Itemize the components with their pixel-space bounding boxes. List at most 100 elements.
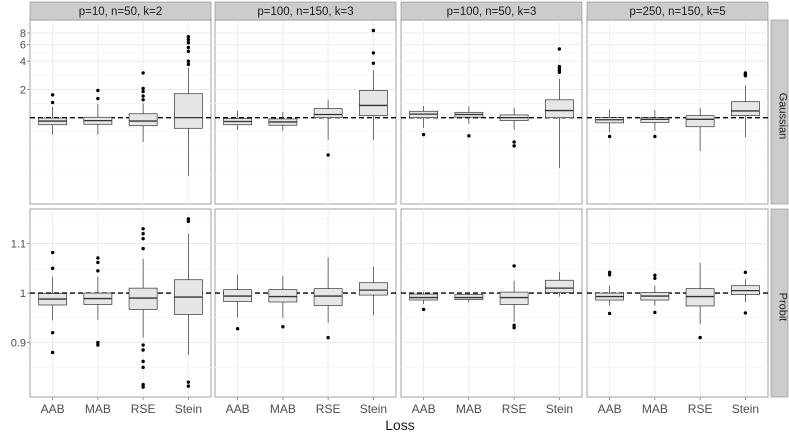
- outlier-point-mab: [653, 310, 657, 315]
- outlier-point-aab: [50, 100, 55, 105]
- outlier-point-aab: [50, 350, 55, 355]
- outlier-point-stein: [186, 380, 191, 384]
- y-tick-label-gaussian: 4: [20, 56, 26, 68]
- column-strip-1: [29, 1, 212, 21]
- outlier-point-rse: [141, 385, 145, 389]
- y-tick-label-gaussian: 2: [20, 84, 26, 96]
- outlier-point-rse: [141, 227, 145, 231]
- column-strip-3: [400, 1, 583, 21]
- outlier-point-rse: [512, 323, 516, 327]
- outlier-point-rse: [141, 348, 145, 352]
- x-tick-label-aab: AAB: [41, 402, 65, 416]
- x-tick-label-aab: AAB: [226, 402, 250, 416]
- outlier-point-stein: [186, 49, 191, 54]
- outlier-point-aab: [421, 307, 426, 312]
- outlier-point-rse: [141, 359, 145, 364]
- outlier-point-aab: [607, 273, 612, 277]
- outlier-point-mab: [467, 134, 471, 138]
- column-strip-label-3: p=100, n=50, k=3: [447, 6, 537, 18]
- x-tick-label-mab: MAB: [85, 402, 111, 416]
- outlier-point-stein: [186, 34, 191, 39]
- x-axis-title: Loss: [385, 417, 415, 433]
- box-stein: [544, 279, 574, 293]
- box-stein: [544, 99, 574, 119]
- box-rse: [128, 113, 158, 127]
- outlier-point-stein: [371, 28, 376, 33]
- outlier-point-stein: [743, 311, 748, 315]
- column-strip-label-4: p=250, n=150, k=5: [629, 6, 725, 18]
- panel-probit-2: [214, 208, 397, 398]
- outlier-point-stein: [186, 37, 191, 42]
- box-rse: [499, 291, 529, 305]
- row-strip-gaussian: [770, 19, 789, 205]
- outlier-point-rse: [141, 98, 145, 102]
- outlier-point-rse: [141, 343, 145, 347]
- outlier-point-aab: [607, 311, 612, 316]
- box-stein: [358, 282, 388, 296]
- outlier-point-aab: [607, 134, 612, 139]
- outlier-point-stein: [371, 61, 376, 65]
- y-tick-label-gaussian: 6: [20, 40, 26, 52]
- x-tick-label-mab: MAB: [456, 402, 482, 416]
- column-strip-label-1: p=10, n=50, k=2: [79, 6, 162, 18]
- outlier-point-stein: [743, 71, 748, 75]
- outlier-point-rse: [512, 140, 516, 144]
- outlier-point-mab: [96, 340, 100, 345]
- x-tick-label-rse: RSE: [502, 402, 527, 416]
- box-stein: [358, 90, 388, 117]
- outlier-point-rse: [698, 335, 702, 340]
- box-mab: [268, 289, 298, 303]
- outlier-point-stein: [743, 270, 748, 275]
- box-rse: [685, 288, 715, 307]
- outlier-point-mab: [653, 276, 657, 280]
- column-strip-2: [214, 1, 397, 21]
- panel-probit-3: [400, 208, 583, 398]
- x-tick-label-stein: Stein: [175, 402, 202, 416]
- column-strip-label-2: p=100, n=150, k=3: [257, 6, 353, 18]
- x-tick-label-stein: Stein: [732, 402, 759, 416]
- outlier-point-rse: [512, 144, 516, 148]
- x-tick-label-aab: AAB: [412, 402, 436, 416]
- outlier-point-mab: [96, 269, 100, 273]
- outlier-point-rse: [141, 382, 145, 387]
- row-strip-label-gaussian: Gaussian: [777, 93, 789, 139]
- x-tick-label-stein: Stein: [360, 402, 387, 416]
- outlier-point-stein: [186, 217, 191, 221]
- outlier-point-rse: [141, 365, 145, 370]
- x-tick-label-mab: MAB: [642, 402, 668, 416]
- outlier-point-rse: [141, 246, 145, 251]
- outlier-point-mab: [653, 273, 657, 277]
- row-strip-probit: [770, 208, 789, 398]
- y-tick-label-probit: 0.9: [11, 338, 26, 350]
- box-rse: [313, 288, 343, 306]
- outlier-point-stein: [186, 62, 191, 67]
- outlier-point-aab: [50, 266, 55, 271]
- outlier-point-stein: [186, 40, 191, 45]
- outlier-point-stein: [371, 51, 376, 55]
- box-stein: [730, 101, 760, 117]
- outlier-point-aab: [421, 132, 426, 137]
- outlier-point-rse: [326, 335, 330, 340]
- box-mab: [640, 117, 670, 123]
- outlier-point-stein: [186, 59, 191, 63]
- x-tick-label-stein: Stein: [546, 402, 573, 416]
- column-strip-4: [586, 1, 769, 21]
- outlier-point-stein: [186, 45, 191, 50]
- outlier-point-rse: [141, 236, 145, 241]
- outlier-point-rse: [141, 89, 145, 94]
- outlier-point-rse: [512, 264, 516, 268]
- y-tick-label-probit: 1.1: [11, 239, 26, 251]
- x-tick-label-rse: RSE: [688, 402, 713, 416]
- outlier-point-aab: [235, 327, 240, 331]
- x-tick-label-rse: RSE: [316, 402, 341, 416]
- outlier-point-mab: [653, 134, 657, 139]
- outlier-point-mab: [281, 325, 285, 329]
- x-tick-label-rse: RSE: [131, 402, 156, 416]
- outlier-point-rse: [326, 153, 330, 157]
- outlier-point-rse: [141, 71, 145, 75]
- outlier-point-rse: [141, 94, 145, 98]
- outlier-point-aab: [50, 250, 55, 255]
- panel-probit-4: [586, 208, 769, 398]
- outlier-point-stein: [186, 219, 191, 224]
